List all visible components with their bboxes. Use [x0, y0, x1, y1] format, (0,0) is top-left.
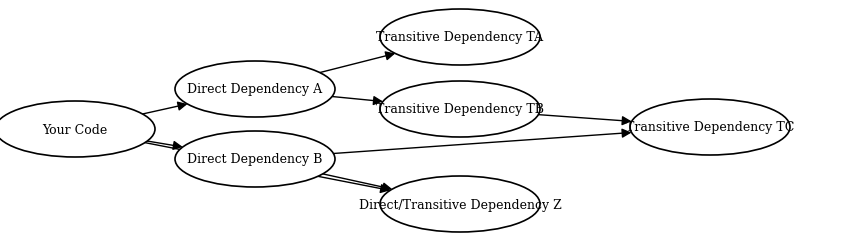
- Ellipse shape: [380, 176, 540, 232]
- Text: Direct/Transitive Dependency Z: Direct/Transitive Dependency Z: [359, 198, 561, 211]
- Ellipse shape: [380, 10, 540, 66]
- Text: Direct Dependency A: Direct Dependency A: [187, 83, 322, 96]
- Text: Transitive Dependency TC: Transitive Dependency TC: [625, 121, 794, 134]
- Text: Your Code: Your Code: [42, 123, 108, 136]
- Ellipse shape: [380, 82, 540, 137]
- Text: Direct Dependency B: Direct Dependency B: [187, 153, 322, 166]
- Text: Transitive Dependency TA: Transitive Dependency TA: [376, 32, 544, 44]
- Ellipse shape: [0, 102, 155, 158]
- Text: Transitive Dependency TB: Transitive Dependency TB: [376, 103, 544, 116]
- Ellipse shape: [175, 132, 335, 187]
- Ellipse shape: [630, 100, 790, 155]
- Ellipse shape: [175, 62, 335, 117]
